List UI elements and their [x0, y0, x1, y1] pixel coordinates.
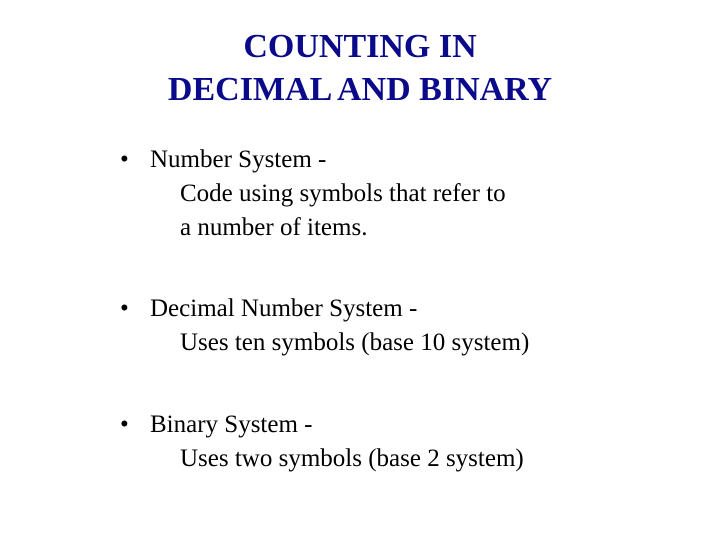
bullet-desc: Uses ten symbols (base 10 system) [150, 326, 660, 360]
bullet-item: Number System - Code using symbols that … [120, 143, 660, 244]
slide-title: COUNTING IN DECIMAL AND BINARY [60, 26, 660, 111]
bullet-desc: Uses two symbols (base 2 system) [150, 442, 660, 476]
slide: COUNTING IN DECIMAL AND BINARY Number Sy… [0, 0, 720, 540]
bullet-desc-line2: a number of items. [150, 211, 660, 245]
bullet-term: Binary System - [150, 411, 313, 438]
bullet-term: Number System - [150, 146, 326, 173]
bullet-item: Decimal Number System - Uses ten symbols… [120, 292, 660, 360]
bullet-term: Decimal Number System - [150, 295, 417, 322]
bullet-list: Number System - Code using symbols that … [120, 143, 660, 475]
title-line-1: COUNTING IN [243, 28, 476, 65]
bullet-desc: Code using symbols that refer to [150, 177, 660, 211]
bullet-item: Binary System - Uses two symbols (base 2… [120, 408, 660, 476]
title-line-2: DECIMAL AND BINARY [168, 71, 552, 108]
